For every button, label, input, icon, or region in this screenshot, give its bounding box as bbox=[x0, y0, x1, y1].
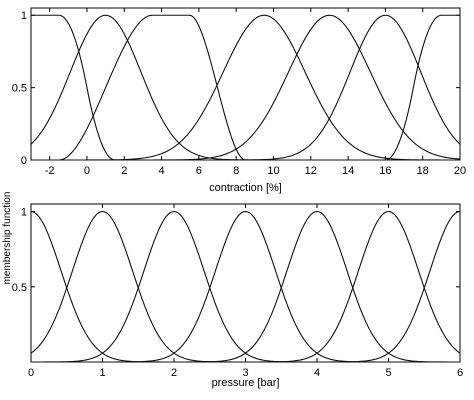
x-tick-label: 0 bbox=[28, 367, 34, 379]
membership-curve-5 bbox=[31, 14, 461, 161]
x-tick-label: 20 bbox=[454, 165, 466, 177]
membership-curve-2 bbox=[30, 210, 460, 363]
x-tick-label: 2 bbox=[171, 367, 177, 379]
x-tick-label: 12 bbox=[305, 165, 317, 177]
membership-curve-3 bbox=[31, 210, 460, 363]
y-tick-label: 1 bbox=[21, 207, 27, 219]
plot-frame bbox=[30, 7, 461, 161]
membership-curve-1 bbox=[30, 210, 460, 363]
y-tick-label: 0 bbox=[21, 155, 27, 167]
x-tick-label: 10 bbox=[267, 165, 279, 177]
x-tick-label: 1 bbox=[99, 367, 105, 379]
x-tick-label: -2 bbox=[45, 165, 55, 177]
contraction-chart: -2 0 2 4 6 8 10 12 14 16 18 20 0 0.5 1 contraction [%] bbox=[12, 7, 466, 194]
x-tick-label: 6 bbox=[196, 165, 202, 177]
membership-curve-1 bbox=[31, 14, 460, 161]
y-tick-label: 0.5 bbox=[12, 282, 27, 294]
membership-curve-4 bbox=[31, 14, 460, 161]
membership-curve-6 bbox=[31, 210, 461, 363]
x-tick-label: 4 bbox=[159, 165, 165, 177]
x-tick-label: 3 bbox=[242, 367, 248, 379]
membership-curve-7 bbox=[31, 14, 460, 161]
x-axis-title: contraction [%] bbox=[209, 182, 282, 194]
membership-curve-7 bbox=[31, 210, 461, 363]
x-axis-title: pressure [bar] bbox=[212, 377, 280, 389]
plot-frame bbox=[30, 203, 461, 363]
y-axis-title: membership function bbox=[2, 192, 13, 285]
x-tick-label: 14 bbox=[342, 165, 354, 177]
x-tick-label: 5 bbox=[385, 367, 391, 379]
membership-curve-6 bbox=[31, 14, 461, 161]
membership-curve-5 bbox=[31, 210, 460, 363]
x-tick-label: 2 bbox=[121, 165, 127, 177]
membership-curve-4 bbox=[31, 210, 460, 363]
y-tick-label: 0.5 bbox=[12, 83, 27, 95]
membership-curve-3 bbox=[31, 14, 460, 161]
x-tick-label: 6 bbox=[457, 367, 463, 379]
pressure-chart: 0 1 2 3 4 5 6 0.5 1 pressure [bar] bbox=[12, 203, 463, 389]
x-tick-label: 18 bbox=[417, 165, 429, 177]
x-tick-label: 4 bbox=[314, 367, 320, 379]
x-tick-label: 0 bbox=[84, 165, 90, 177]
y-tick-label: 1 bbox=[21, 10, 27, 22]
x-tick-label: 8 bbox=[233, 165, 239, 177]
membership-curve-2 bbox=[30, 14, 460, 161]
x-tick-label: 16 bbox=[379, 165, 391, 177]
